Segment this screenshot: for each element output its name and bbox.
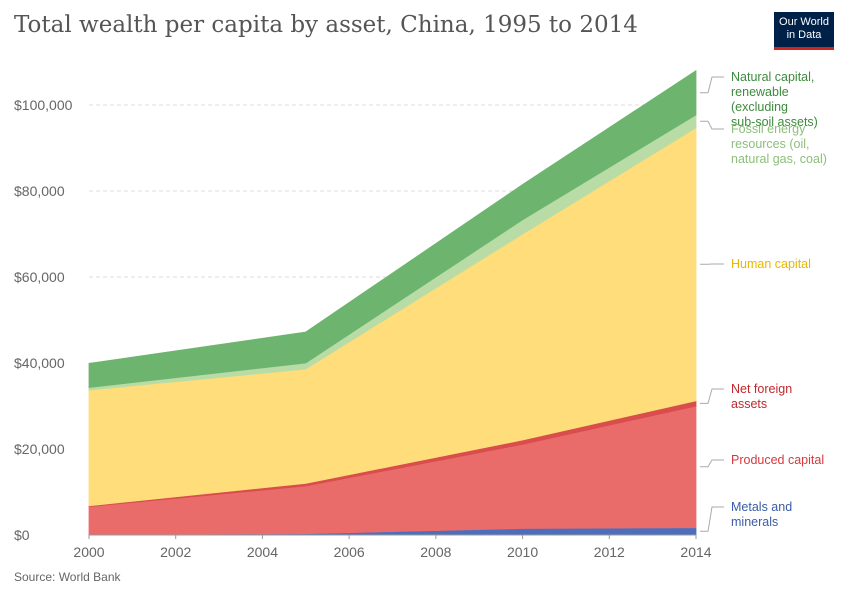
legend-connector bbox=[700, 120, 724, 130]
legend-connector bbox=[700, 506, 724, 532]
x-tick-label: 2010 bbox=[507, 544, 538, 560]
legend-label: minerals bbox=[731, 515, 778, 529]
legend-label: Fossil energy bbox=[731, 122, 806, 136]
legend-connector bbox=[700, 76, 724, 94]
legend-label: Produced capital bbox=[731, 453, 824, 467]
x-tick-label: 2008 bbox=[420, 544, 451, 560]
x-tick-label: 2012 bbox=[594, 544, 625, 560]
legend-label: Metals and bbox=[731, 500, 792, 514]
legend-label: resources (oil, bbox=[731, 137, 810, 151]
y-tick-label: $80,000 bbox=[14, 183, 65, 199]
x-tick-label: 2014 bbox=[680, 544, 711, 560]
y-tick-label: $0 bbox=[14, 527, 30, 543]
legend-connector bbox=[700, 388, 724, 404]
chart-title: Total wealth per capita by asset, China,… bbox=[14, 12, 638, 38]
legend-connector bbox=[700, 459, 724, 468]
legend-label: Human capital bbox=[731, 257, 811, 271]
legend-label: renewable bbox=[731, 85, 789, 99]
source-note: Source: World Bank bbox=[14, 570, 121, 584]
area-series bbox=[88, 69, 697, 388]
legend-label: Net foreign bbox=[731, 382, 792, 396]
legend-label: sub-soil assets) bbox=[731, 115, 818, 129]
x-tick-label: 2002 bbox=[160, 544, 191, 560]
x-tick-label: 2004 bbox=[247, 544, 278, 560]
legend-label: assets bbox=[731, 397, 767, 411]
y-tick-label: $60,000 bbox=[14, 269, 65, 285]
x-tick-label: 2000 bbox=[73, 544, 104, 560]
owid-logo[interactable]: Our World in Data bbox=[774, 12, 834, 50]
y-tick-label: $100,000 bbox=[14, 97, 73, 113]
y-tick-label: $20,000 bbox=[14, 441, 65, 457]
x-tick-label: 2006 bbox=[334, 544, 365, 560]
logo-line-1: Our World bbox=[779, 16, 829, 28]
legend-label: Natural capital, bbox=[731, 70, 814, 84]
logo-line-2: in Data bbox=[786, 29, 822, 41]
legend-label: (excluding bbox=[731, 100, 788, 114]
legend-label: natural gas, coal) bbox=[731, 152, 827, 166]
y-tick-label: $40,000 bbox=[14, 355, 65, 371]
